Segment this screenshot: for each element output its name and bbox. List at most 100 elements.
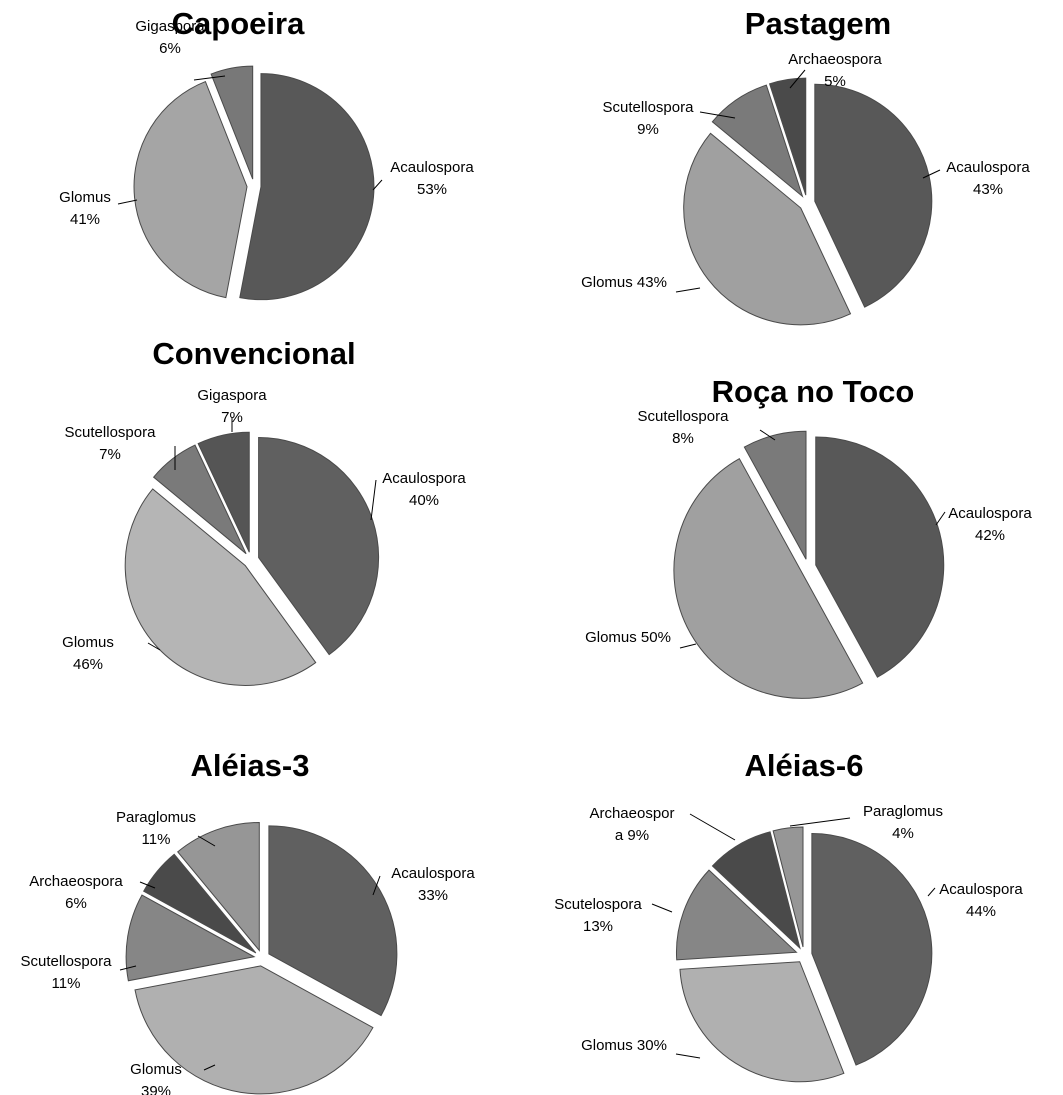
capoeira-pie-chart: Capoeira Acaulospora 53% Glomus 41% Gigaspora… bbox=[59, 6, 474, 301]
aleias-3-label-line: 11% bbox=[52, 975, 81, 992]
pastagem-label-line: 5% bbox=[824, 73, 846, 90]
pastagem-leader-archaeospora bbox=[789, 69, 806, 89]
pastagem-slice-scutellospora bbox=[711, 84, 804, 198]
convencional-leader-glomus bbox=[147, 642, 161, 651]
aleias-6-label-line: Paraglomus bbox=[863, 803, 943, 820]
capoeira-leader-glomus bbox=[117, 199, 138, 205]
aleias-3-label-line: Acaulospora bbox=[391, 865, 475, 882]
convencional-label-line: Gigaspora bbox=[197, 387, 267, 404]
pastagem-label-line: Glomus 43% bbox=[581, 274, 667, 291]
aleias-6-slice-acaulospora bbox=[811, 832, 933, 1066]
pastagem-slice-glomus bbox=[683, 132, 852, 326]
convencional-pie-chart: Convencional Acaulospora 40% Glomus 46% Scute… bbox=[62, 336, 466, 686]
aleias-6-label-glomus: Glomus 30% bbox=[581, 1037, 667, 1054]
convencional-label-line: 40% bbox=[409, 492, 439, 509]
capoeira-leader-acaulospora bbox=[372, 179, 383, 191]
aleias-6-leader-scutelospora bbox=[651, 903, 673, 913]
aleias-3-label-line: 6% bbox=[65, 895, 87, 912]
aleias-3-label-line: Archaeospora bbox=[29, 873, 123, 890]
convencional-slice-glomus bbox=[124, 488, 317, 686]
aleias-3-label-archaeospora: Archaeospora 6% bbox=[29, 873, 123, 912]
aleias-6-label-line: a 9% bbox=[615, 827, 649, 844]
capoeira-label-line: Glomus bbox=[59, 189, 111, 206]
aleias-6-label-paraglomus: Paraglomus 4% bbox=[863, 803, 943, 842]
aleias-3-label-line: Scutellospora bbox=[21, 953, 113, 970]
aleias-6-label-archaeospora: Archaeospor a 9% bbox=[589, 805, 674, 844]
convencional-label-line: Acaulospora bbox=[382, 470, 466, 487]
aleias-3-label-line: 33% bbox=[418, 887, 448, 904]
aleias-3-label-acaulospora: Acaulospora 33% bbox=[391, 865, 475, 904]
aleias-3-pie-chart: Aléias-3 Acaulospora 33% Glomus 39% Scutellos… bbox=[21, 748, 476, 1095]
roca-no-toco-leader-scutellospora bbox=[759, 429, 776, 441]
aleias-3-leader-paraglomus bbox=[197, 835, 216, 847]
aleias-6-pie-chart: Aléias-6 Acaulospora 44% Glomus 30% Scutelos… bbox=[554, 748, 1023, 1083]
convencional-leader-acaulospora bbox=[370, 479, 377, 521]
aleias-6-leader-paraglomus bbox=[789, 817, 851, 827]
convencional-label-line: Glomus bbox=[62, 634, 114, 651]
aleias-6-label-line: Archaeospor bbox=[589, 805, 674, 822]
roca-no-toco-leader-acaulospora bbox=[935, 511, 946, 526]
pastagem-slice-archaeospora bbox=[768, 77, 807, 196]
aleias-3-slice-acaulospora bbox=[268, 825, 398, 1017]
roca-no-toco-leader-glomus bbox=[679, 643, 697, 649]
capoeira-label-line: 41% bbox=[70, 211, 100, 228]
pastagem-leader-glomus bbox=[675, 287, 701, 293]
aleias-6-label-acaulospora: Acaulospora 44% bbox=[939, 881, 1023, 920]
pastagem-pie-chart: Pastagem Acaulospora 43% Glomus 43% Scutello… bbox=[581, 6, 1030, 326]
aleias-6-label-line: 44% bbox=[966, 903, 996, 920]
aleias-6-label-line: 13% bbox=[583, 918, 613, 935]
aleias-6-leader-glomus bbox=[675, 1053, 701, 1059]
roca-no-toco-slice-acaulospora bbox=[815, 436, 945, 678]
convencional-label-acaulospora: Acaulospora 40% bbox=[382, 470, 466, 509]
roca-no-toco-label-glomus: Glomus 50% bbox=[585, 629, 671, 646]
roca-no-toco-label-line: 8% bbox=[672, 430, 694, 447]
aleias-3-leader-archaeospora bbox=[139, 881, 156, 889]
capoeira-leader-gigaspora bbox=[193, 75, 226, 81]
convencional-label-line: 46% bbox=[73, 656, 103, 673]
convencional-label-line: 7% bbox=[99, 446, 121, 463]
capoeira-label-line: 53% bbox=[417, 181, 447, 198]
aleias-3-label-line: Paraglomus bbox=[116, 809, 196, 826]
aleias-3-label-paraglomus: Paraglomus 11% bbox=[116, 809, 196, 848]
capoeira-label-line: 6% bbox=[159, 40, 181, 57]
aleias-6-slice-scutelospora bbox=[675, 869, 798, 961]
roca-no-toco-label-line: Scutellospora bbox=[638, 408, 730, 425]
aleias-3-slice-archaeospora bbox=[142, 853, 257, 954]
aleias-3-slice-glomus bbox=[134, 965, 374, 1095]
capoeira-slice-gigaspora bbox=[210, 65, 254, 180]
aleias-3-label-line: Glomus bbox=[130, 1061, 182, 1078]
pastagem-leader-acaulospora bbox=[922, 169, 941, 179]
roca-no-toco-label-scutellospora: Scutellospora 8% bbox=[638, 408, 730, 447]
roca-no-toco-label-line: Glomus 50% bbox=[585, 629, 671, 646]
convencional-slice-scutellospora bbox=[152, 444, 247, 555]
aleias-6-label-line: Glomus 30% bbox=[581, 1037, 667, 1054]
aleias-6-slice-paraglomus bbox=[772, 826, 804, 948]
roca-no-toco-label-acaulospora: Acaulospora 42% bbox=[948, 505, 1032, 544]
capoeira-label-gigaspora: Gigaspora 6% bbox=[135, 18, 205, 57]
capoeira-slice-acaulospora bbox=[239, 73, 375, 301]
capoeira-slice-glomus bbox=[133, 80, 248, 299]
roca-no-toco-label-line: Acaulospora bbox=[948, 505, 1032, 522]
pastagem-label-line: Archaeospora bbox=[788, 51, 882, 68]
pastagem-slice-acaulospora bbox=[814, 83, 933, 308]
roca-no-toco-pie-chart: Roça no Toco Acaulospora 42% Glomus 50% Scut… bbox=[585, 374, 1032, 699]
pastagem-label-scutellospora: Scutellospora 9% bbox=[603, 99, 695, 138]
aleias-6-slice-archaeospora bbox=[711, 831, 801, 950]
aleias-3-label-line: 39% bbox=[141, 1083, 171, 1095]
pastagem-label-archaeospora: Archaeospora 5% bbox=[788, 51, 882, 90]
pastagem-label-line: Scutellospora bbox=[603, 99, 695, 116]
roca-no-toco-chart-title: Roça no Toco bbox=[712, 374, 915, 409]
capoeira-label-glomus: Glomus 41% bbox=[59, 189, 111, 228]
aleias-3-leader-glomus bbox=[203, 1064, 216, 1071]
aleias-3-leader-acaulospora bbox=[372, 875, 381, 896]
convencional-label-line: Scutellospora bbox=[65, 424, 157, 441]
convencional-label-line: 7% bbox=[221, 409, 243, 426]
convencional-chart-title: Convencional bbox=[152, 336, 355, 371]
aleias-3-label-glomus: Glomus 39% bbox=[130, 1061, 182, 1095]
roca-no-toco-slice-scutellospora bbox=[743, 430, 807, 560]
aleias-6-label-scutelospora: Scutelospora 13% bbox=[554, 896, 642, 935]
aleias-6-label-line: Acaulospora bbox=[939, 881, 1023, 898]
aleias-3-leader-scutellospora bbox=[119, 965, 137, 971]
aleias-3-label-scutellospora: Scutellospora 11% bbox=[21, 953, 113, 992]
